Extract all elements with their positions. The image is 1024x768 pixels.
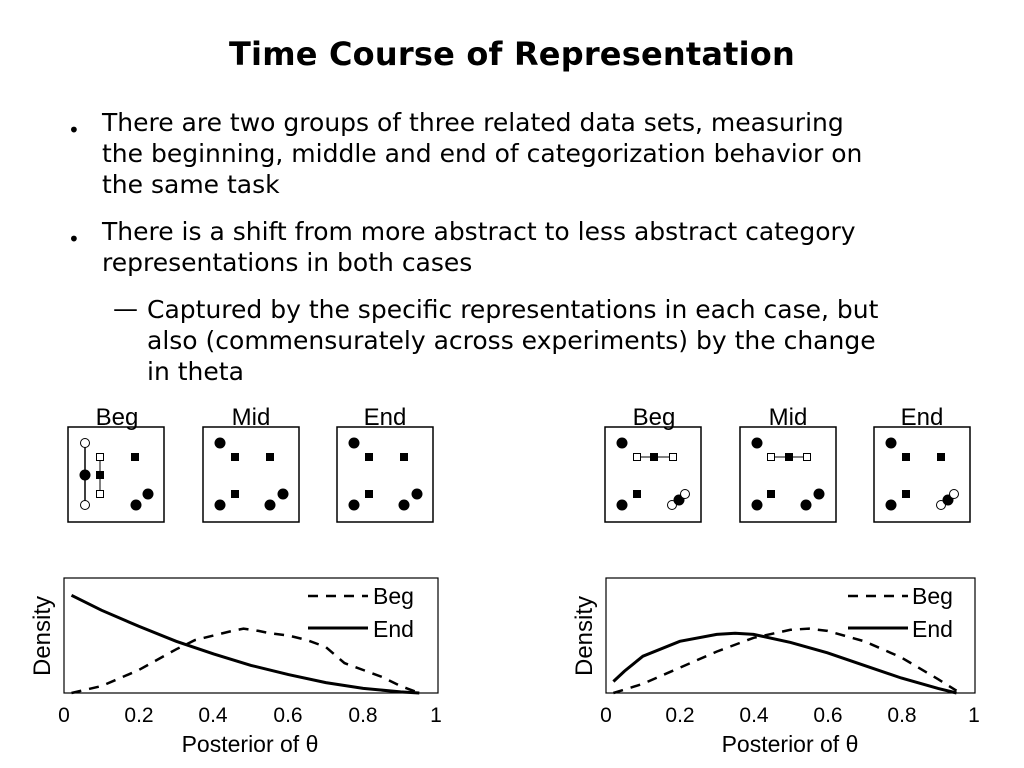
right-group-panels: Beg Mid End — [604, 404, 971, 523]
y-axis-label: Density — [29, 596, 56, 676]
legend-label-end: End — [912, 616, 953, 642]
sub-bullet-line-2: also (commensurately across experiments)… — [147, 326, 876, 355]
x-tick-label: 1 — [968, 704, 980, 727]
panel-mid-stimuli — [214, 437, 289, 511]
bullet-2-line-2: representations in both cases — [102, 248, 473, 277]
x-tick-labels: 0 0.2 0.4 0.6 0.8 1 — [600, 704, 980, 727]
sub-bullet: Captured by the specific representations… — [147, 294, 878, 387]
panel-mid — [202, 426, 300, 523]
panel-end — [873, 426, 971, 523]
x-tick-label: 0.4 — [198, 704, 228, 727]
x-tick-label: 1 — [430, 704, 442, 727]
panel-beg-stimuli — [616, 437, 690, 511]
series-line-end — [612, 631, 957, 695]
panel-end-stimuli — [348, 437, 423, 511]
x-tick-label: 0 — [58, 704, 70, 727]
x-tick-label: 0.8 — [348, 704, 377, 727]
x-axis-label: Posterior of θ — [182, 731, 319, 757]
panel-end — [336, 426, 434, 523]
bullet-2: There is a shift from more abstract to l… — [102, 216, 856, 278]
x-tick-label: 0.2 — [665, 704, 694, 727]
bullet-1: There are two groups of three related da… — [102, 107, 862, 200]
panel-beg — [67, 426, 165, 523]
legend-label-end: End — [373, 616, 414, 642]
sub-bullet-line-1: Captured by the specific representations… — [147, 295, 879, 324]
legend-label-beg: Beg — [912, 583, 953, 609]
x-tick-labels: 0 0.2 0.4 0.6 0.8 1 — [58, 704, 442, 727]
bullet-2-line-1: There is a shift from more abstract to l… — [102, 217, 856, 246]
bullet-marker: • — [68, 227, 80, 251]
slide-title: Time Course of Representation — [229, 35, 795, 73]
bullet-1-line-2: the beginning, middle and end of categor… — [102, 139, 863, 168]
density-chart-left: Beg End Density 0 0.2 0.4 0.6 0.8 1 Post… — [29, 577, 442, 757]
panel-mid — [739, 426, 837, 523]
series-line-end — [70, 593, 420, 695]
bullet-marker: • — [68, 118, 80, 142]
y-axis-label: Density — [571, 596, 598, 676]
left-group-panels: Beg Mid End — [67, 404, 434, 523]
legend-label-beg: Beg — [373, 583, 414, 609]
x-tick-label: 0.8 — [887, 704, 916, 727]
panel-beg — [604, 426, 702, 523]
panel-mid-stimuli — [751, 437, 825, 511]
bullet-1-line-3: the same task — [102, 170, 280, 199]
sub-bullet-marker: — — [113, 294, 138, 323]
x-tick-label: 0.4 — [739, 704, 769, 727]
panel-end-stimuli — [885, 437, 959, 511]
plot-frame — [605, 577, 976, 694]
x-tick-label: 0 — [600, 704, 612, 727]
x-axis-label: Posterior of θ — [722, 731, 859, 757]
x-tick-label: 0.2 — [124, 704, 153, 727]
panel-beg-stimuli — [79, 438, 154, 511]
series-line-beg — [71, 627, 420, 695]
x-tick-label: 0.6 — [813, 704, 842, 727]
density-chart-right: Beg End Density 0 0.2 0.4 0.6 0.8 1 Post… — [571, 577, 980, 757]
series-line-beg — [613, 627, 958, 695]
sub-bullet-line-3: in theta — [147, 357, 244, 386]
bullet-1-line-1: There are two groups of three related da… — [102, 108, 844, 137]
x-tick-label: 0.6 — [273, 704, 302, 727]
plot-frame — [63, 577, 439, 694]
